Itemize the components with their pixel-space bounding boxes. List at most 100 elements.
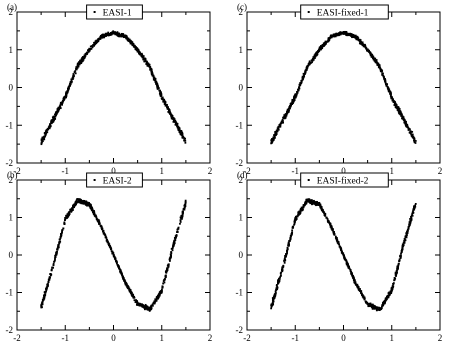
- data-point: [127, 40, 130, 42]
- data-point: [67, 215, 70, 218]
- data-point: [65, 214, 67, 217]
- data-point: [146, 63, 149, 66]
- data-point: [408, 221, 411, 224]
- data-point: [356, 38, 359, 41]
- data-point: [75, 199, 78, 202]
- y-tick-label: 0: [239, 83, 244, 93]
- data-point: [328, 222, 331, 225]
- data-point: [63, 98, 66, 101]
- data-point: [293, 98, 296, 101]
- data-point: [61, 101, 64, 104]
- data-point: [330, 225, 333, 228]
- data-point: [72, 206, 74, 209]
- data-point: [148, 306, 151, 309]
- data-point: [128, 287, 131, 290]
- data-point: [353, 281, 356, 284]
- data-point: [408, 225, 411, 227]
- data-point: [40, 142, 43, 145]
- data-point: [291, 227, 294, 229]
- data-point: [96, 41, 98, 43]
- data-point: [173, 120, 176, 123]
- data-point: [405, 232, 408, 235]
- data-point: [350, 34, 353, 36]
- y-tick-label: 0: [9, 250, 14, 260]
- data-point: [184, 202, 187, 205]
- data-point: [390, 291, 393, 293]
- data-point: [271, 140, 274, 143]
- data-point: [342, 254, 345, 256]
- data-point: [157, 85, 159, 88]
- data-point: [54, 115, 57, 118]
- data-point: [75, 203, 77, 205]
- data-point: [179, 222, 181, 225]
- data-point: [64, 217, 66, 219]
- data-point: [84, 53, 87, 56]
- data-point: [151, 303, 154, 306]
- data-point: [404, 239, 407, 242]
- data-point: [50, 119, 53, 122]
- data-point: [56, 248, 58, 251]
- data-point: [282, 265, 285, 268]
- data-point: [286, 252, 288, 255]
- legend-label: EASI-fixed-1: [317, 8, 369, 19]
- data-point: [382, 76, 385, 78]
- data-point: [276, 284, 278, 286]
- data-point: [154, 80, 157, 82]
- data-point: [56, 108, 59, 111]
- data-point: [74, 72, 77, 75]
- data-point: [291, 233, 293, 236]
- data-point: [101, 227, 104, 230]
- data-point: [358, 39, 361, 42]
- data-point: [390, 96, 393, 99]
- data-point: [284, 117, 286, 120]
- data-point: [75, 201, 78, 203]
- data-point: [154, 299, 157, 302]
- data-point: [276, 286, 279, 288]
- data-point: [289, 238, 292, 241]
- data-point: [106, 240, 109, 243]
- data-point: [380, 70, 383, 73]
- data-point: [322, 210, 324, 213]
- data-point: [104, 35, 107, 37]
- data-point: [362, 296, 365, 299]
- data-point: [323, 212, 326, 215]
- data-point: [81, 202, 84, 205]
- data-point: [60, 234, 62, 237]
- data-point: [359, 290, 362, 292]
- data-point: [292, 102, 294, 104]
- data-point: [374, 306, 377, 309]
- data-point: [134, 301, 137, 304]
- data-point: [401, 117, 404, 119]
- data-point: [77, 198, 80, 200]
- data-point: [392, 99, 395, 102]
- data-point: [89, 45, 92, 48]
- data-point: [121, 272, 123, 275]
- data-point: [57, 243, 60, 246]
- data-point: [147, 307, 150, 310]
- data-point: [173, 241, 175, 244]
- data-point: [111, 252, 114, 255]
- data-point: [306, 67, 308, 70]
- data-point: [384, 297, 387, 300]
- data-point: [150, 307, 153, 310]
- data-point: [287, 107, 290, 110]
- data-point: [395, 103, 397, 106]
- data-point: [176, 228, 179, 231]
- data-point: [60, 231, 63, 234]
- data-point: [59, 105, 61, 108]
- data-point: [104, 32, 107, 35]
- y-tick-label: 1: [239, 213, 244, 223]
- data-point: [274, 294, 277, 297]
- data-point: [147, 62, 150, 65]
- x-tick-label: 1: [160, 166, 165, 176]
- data-point: [42, 138, 44, 141]
- data-point: [163, 98, 166, 101]
- data-point: [100, 36, 103, 39]
- data-point: [56, 111, 59, 114]
- data-point: [172, 244, 175, 247]
- data-point: [69, 209, 72, 211]
- data-point: [292, 225, 295, 228]
- data-point: [49, 123, 51, 125]
- data-point: [277, 281, 280, 284]
- data-point: [155, 84, 158, 86]
